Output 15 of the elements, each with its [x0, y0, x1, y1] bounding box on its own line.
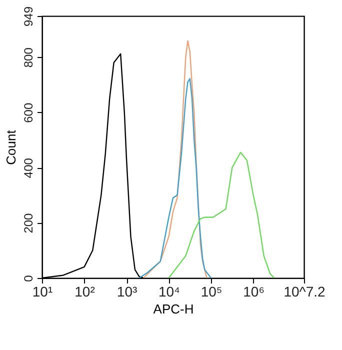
- x-tick-label: 10³: [116, 284, 138, 300]
- x-tick-label: 10¹: [32, 284, 53, 300]
- y-axis-title: Count: [4, 130, 18, 165]
- x-tick-label: 10⁵: [200, 284, 222, 300]
- y-tick-label: 0: [22, 274, 36, 282]
- y-tick-label: 400: [22, 158, 36, 178]
- x-tick-label: 10^7.2: [284, 284, 326, 300]
- x-tick-label: 10²: [74, 284, 96, 300]
- y-tick-label: 800: [22, 47, 36, 68]
- y-tick-label: 600: [22, 102, 36, 123]
- x-axis-title: APC-H: [153, 302, 194, 316]
- y-tick-label: 949: [22, 6, 36, 27]
- x-tick-label: 10⁶: [243, 284, 264, 300]
- y-tick-label: 200: [22, 212, 36, 234]
- x-tick-label: 10⁴: [158, 284, 180, 300]
